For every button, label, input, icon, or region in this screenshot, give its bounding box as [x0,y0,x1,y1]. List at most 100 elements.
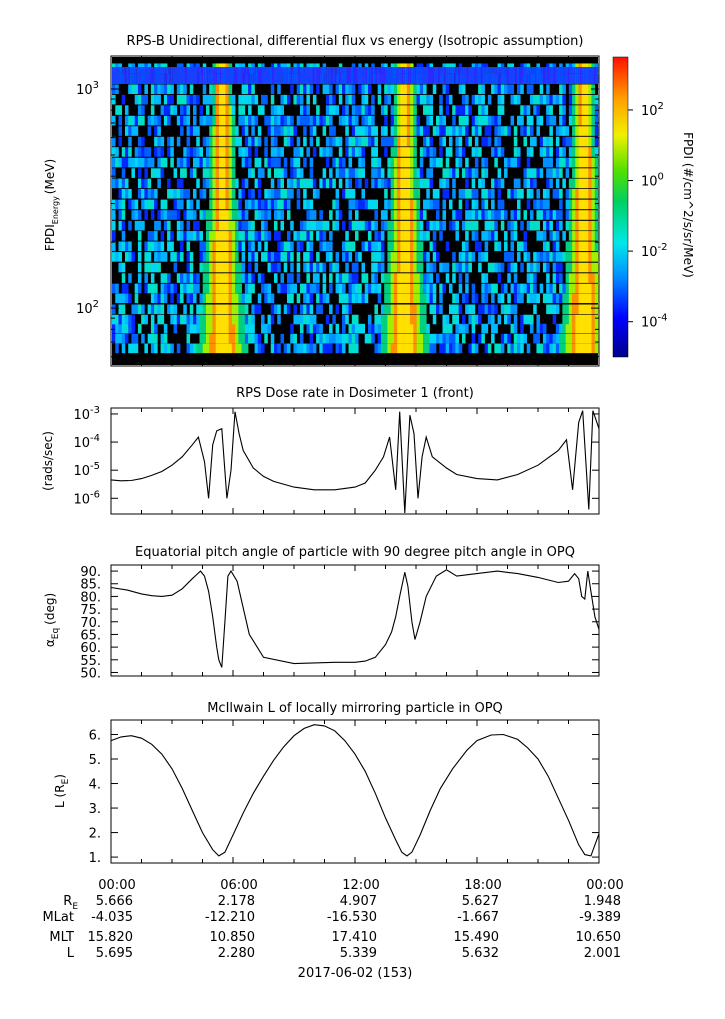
spectrogram-cell [309,333,314,344]
spectrogram-cell [572,94,576,105]
spectrogram-cell [552,283,557,294]
spectrogram-cell [248,293,252,304]
spectrogram-cell [481,168,485,178]
spectrogram-cell [423,136,427,147]
spectrogram-cell [452,220,456,231]
spectrogram-cell [458,283,463,294]
spectrogram-cell [199,333,204,344]
spectrogram-cell [290,178,294,189]
spectrogram-cell [429,157,434,168]
spectrogram-cell [238,283,242,294]
spectrogram-cell [397,273,401,283]
spectrogram-cell [594,115,599,126]
spectrogram-cell [116,67,119,84]
spectrogram-cell [568,147,573,157]
spectrogram-cell [267,126,272,136]
spectrogram-cell [274,220,278,231]
spectrogram-cell [504,231,508,241]
spectrogram-cell [533,333,537,344]
spectrogram-cell [167,105,171,115]
spectrogram-cell [439,147,443,157]
spectrogram-cell [340,67,343,84]
spectrogram-cell [199,147,204,157]
spectrogram-cell [299,168,304,178]
spectrogram-cell [526,147,531,157]
spectrogram-cell [464,67,467,84]
spectrogram-cell [568,323,573,334]
spectrogram-cell [575,283,579,294]
spectrogram-cell [371,105,375,115]
spectrogram-cell [303,126,307,136]
spectrogram-cell [393,343,398,354]
spectrogram-cell [205,178,210,189]
spectrogram-cell [387,157,391,168]
spectrogram-cell [136,67,139,84]
spectrogram-cell [578,283,583,294]
spectrogram-cell [484,304,489,315]
spectrogram-cell [218,136,223,147]
spectrogram-cell [546,241,550,252]
spectrogram-cell [413,262,417,273]
spectrogram-cell [167,273,171,283]
spectrogram-cell [212,168,216,178]
spectrogram-cell [303,220,307,231]
spectrogram-cell [173,262,178,273]
spectrogram-cell [445,262,450,273]
spectrogram-cell [283,136,288,147]
spectrogram-cell [355,67,358,84]
spectrogram-cell [205,333,210,344]
spectrogram-cell [491,293,495,304]
spectrogram-cell [150,94,155,105]
spectrogram-cell [261,252,265,262]
spectrogram-cell [215,67,218,84]
spectrogram-cell [494,126,498,136]
spectrogram-cell [588,304,592,315]
spectrogram-cell [131,304,135,315]
spectrogram-cell [344,67,347,84]
spectrogram-cell [448,126,453,136]
spectrogram-cell [121,94,126,105]
spectrogram-cell [299,94,304,105]
spectrogram-cell [555,220,560,231]
spectrogram-cell [452,126,456,136]
spectrogram-cell [523,231,528,241]
spectrogram-cell [377,293,382,304]
spectrogram-cell [228,293,233,304]
spectrogram-cell [429,304,434,315]
spectrogram-cell [124,293,129,304]
spectrogram-cell [400,343,404,354]
spectrogram-cell [202,210,207,220]
spectrogram-cell [585,231,589,241]
spectrogram-cell [248,105,252,115]
spectrogram-cell [351,126,356,136]
spectrogram-cell [118,115,123,126]
spectrogram-cell [562,314,566,325]
spectrogram-cell [542,199,547,210]
spectrogram-cell [429,273,434,283]
spectrogram-cell [581,323,586,334]
spectrogram-cell [432,304,437,315]
spectrogram-cell [494,157,498,168]
spectrogram-cell [517,241,521,252]
spectrogram-cell [491,323,495,334]
spectrogram-cell [591,199,596,210]
spectrogram-cell [199,67,202,84]
spectrogram-cell [310,67,313,84]
spectrogram-cell [374,126,378,136]
spectrogram-cell [235,210,239,220]
spectrogram-cell [559,262,563,273]
spectrogram-cell [416,241,421,252]
spectrogram-cell [367,333,372,344]
spectrogram-cell [180,231,184,241]
spectrogram-cell [568,178,573,189]
spectrogram-cell [196,343,200,354]
spectrogram-cell [491,210,495,220]
spectrogram-cell [387,136,391,147]
spectrogram-cell [299,241,304,252]
spectrogram-cell [471,231,476,241]
spectrogram-cell [591,231,596,241]
spectrogram-cell [277,147,281,157]
spectrogram-cell [186,293,191,304]
spectrogram-cell [280,178,285,189]
